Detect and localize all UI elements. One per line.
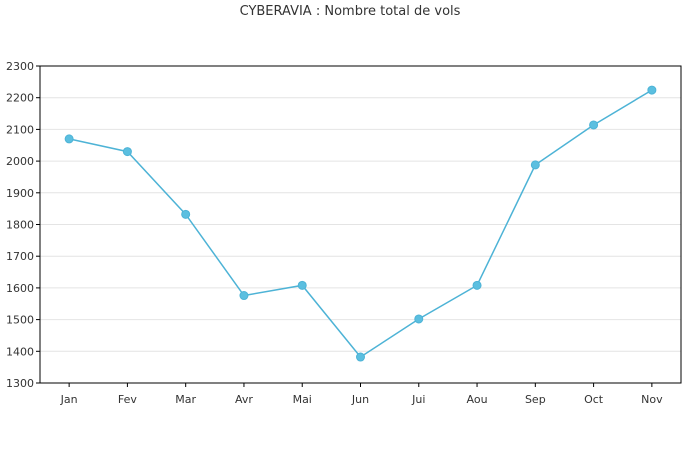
- data-point: [122, 147, 132, 157]
- data-point: [356, 352, 365, 362]
- data-point: [239, 291, 249, 301]
- x-tick-label: Jui: [411, 393, 425, 406]
- x-tick-label: Mar: [175, 393, 196, 406]
- y-tick-label: 2300: [6, 60, 34, 73]
- y-tick-label: 1800: [6, 219, 34, 232]
- y-tick-label: 1500: [6, 314, 34, 327]
- y-tick-label: 1300: [6, 377, 34, 390]
- data-point: [297, 280, 307, 290]
- data-point: [414, 314, 424, 324]
- y-tick-label: 1400: [6, 345, 34, 358]
- y-tick-label: 2200: [6, 92, 34, 105]
- data-point: [181, 209, 191, 219]
- x-tick-label: Jan: [60, 393, 78, 406]
- y-tick-label: 2000: [6, 155, 34, 168]
- x-tick-label: Sep: [525, 393, 546, 406]
- y-tick-label: 2100: [6, 123, 34, 136]
- series-line: [68, 89, 653, 359]
- y-tick-label: 1600: [6, 282, 34, 295]
- y-tick-label: 1900: [6, 187, 34, 200]
- chart-title: CYBERAVIA : Nombre total de vols: [239, 4, 461, 19]
- x-tick-label: Mai: [293, 393, 312, 406]
- data-point: [647, 85, 657, 95]
- data-point: [472, 280, 482, 290]
- plot-frame: [39, 65, 682, 384]
- x-tick-label: Nov: [641, 393, 663, 406]
- y-tick-label: 1700: [6, 250, 34, 263]
- x-tick-label: Jun: [351, 393, 369, 406]
- x-tick-label: Fev: [118, 393, 137, 406]
- data-point: [530, 160, 540, 170]
- x-tick-label: Aou: [467, 393, 488, 406]
- x-tick-label: Avr: [235, 393, 253, 406]
- data-point: [64, 134, 74, 144]
- data-point: [589, 120, 599, 130]
- x-tick-label: Oct: [584, 393, 604, 406]
